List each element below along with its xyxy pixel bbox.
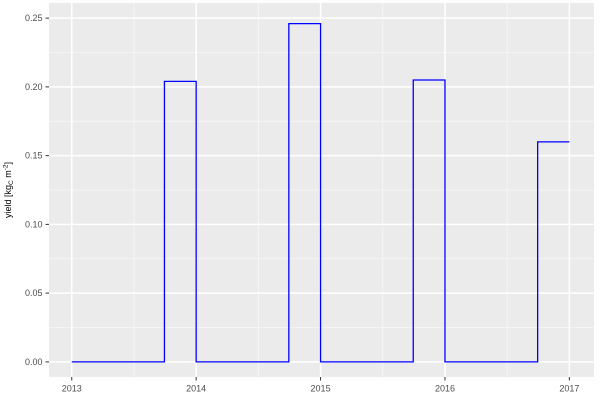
x-tick-label: 2014 — [186, 384, 206, 394]
y-tick-label: 0.15 — [25, 151, 43, 161]
x-tick-label: 2017 — [559, 384, 579, 394]
x-tick-label: 2013 — [62, 384, 82, 394]
y-tick-label: 0.05 — [25, 288, 43, 298]
y-tick-label: 0.25 — [25, 13, 43, 23]
yield-series-line — [71, 22, 570, 363]
x-tick-label: 2015 — [311, 384, 331, 394]
y-axis-title: yield [kgC m-2] — [3, 162, 16, 218]
x-tick-label: 2016 — [435, 384, 455, 394]
y-tick-label: 0.00 — [25, 357, 43, 367]
y-tick-label: 0.20 — [25, 82, 43, 92]
y-tick-label: 0.10 — [25, 219, 43, 229]
